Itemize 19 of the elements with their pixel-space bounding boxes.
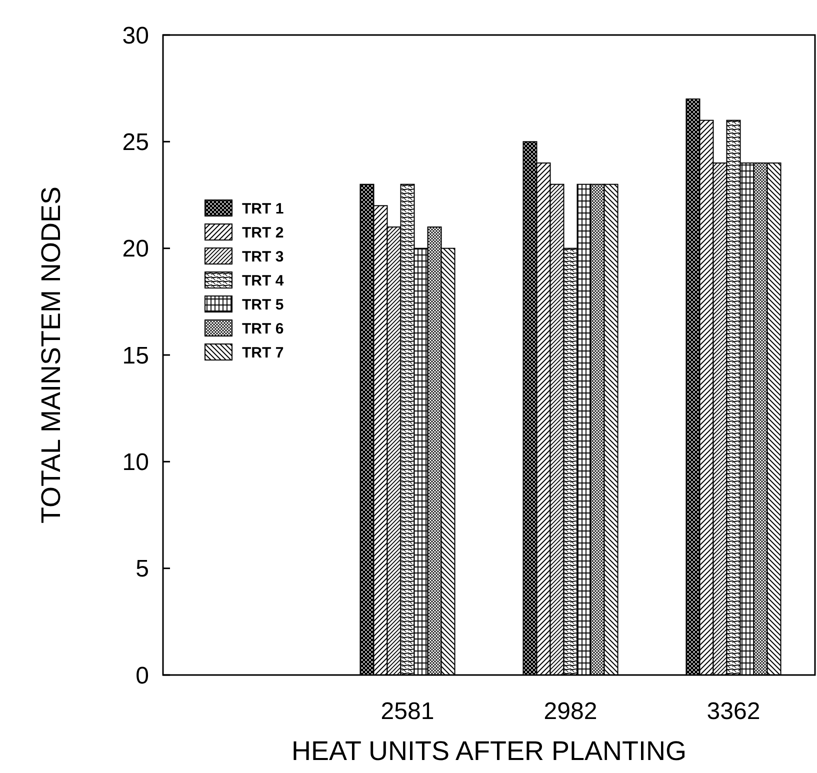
legend-label: TRT 2	[242, 224, 284, 242]
y-tick-label: 30	[122, 22, 149, 50]
x-tick-label: 3362	[706, 698, 760, 725]
y-tick-label: 5	[136, 556, 149, 583]
legend-label: TRT 6	[242, 320, 284, 338]
legend-label: TRT 1	[242, 200, 284, 218]
y-tick-label: 0	[136, 662, 149, 690]
legend-label: TRT 4	[242, 272, 284, 290]
y-tick-label: 25	[122, 129, 149, 156]
legend-label: TRT 7	[242, 344, 284, 362]
y-tick-label: 20	[122, 236, 149, 263]
legend-label: TRT 3	[242, 248, 284, 266]
legend-label: TRT 5	[242, 296, 284, 314]
x-axis-title: HEAT UNITS AFTER PLANTING	[291, 736, 687, 766]
y-tick-label: 10	[122, 449, 149, 476]
x-tick-label: 2581	[380, 698, 434, 725]
y-axis-title: TOTAL MAINSTEM NODES	[36, 186, 66, 524]
x-tick-label: 2982	[544, 698, 598, 725]
y-tick-label: 15	[122, 342, 149, 370]
